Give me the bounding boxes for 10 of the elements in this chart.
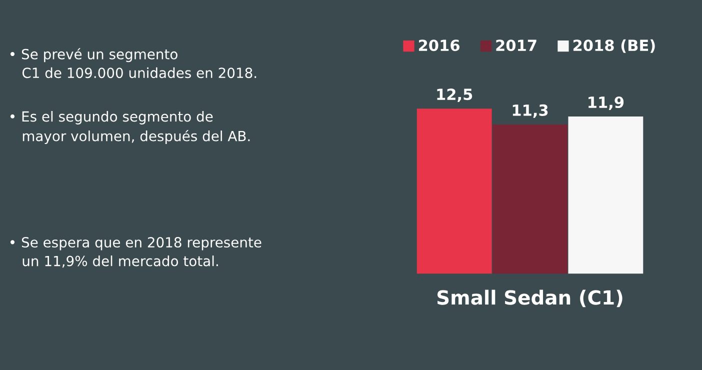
x-axis-title: Small Sedan (C1) (437, 290, 622, 308)
legend-label: 2018 (BE) (573, 39, 655, 53)
text: • Se espera que en 2018 represente un 11,9% del mercado total. (10, 237, 262, 268)
legend-label: 2016 (418, 40, 460, 52)
text: • Es el segundo segmento de mayor volumen, después del AB. (10, 111, 250, 144)
data-label: 11,3 (512, 104, 548, 118)
text: • Se prevé un segmento C1 de 109.000 unidades en 2018. (10, 48, 256, 78)
legend-label: 2017 (496, 40, 536, 52)
data-label: 11,9 (588, 96, 624, 110)
data-label: 12,5 (437, 88, 472, 102)
